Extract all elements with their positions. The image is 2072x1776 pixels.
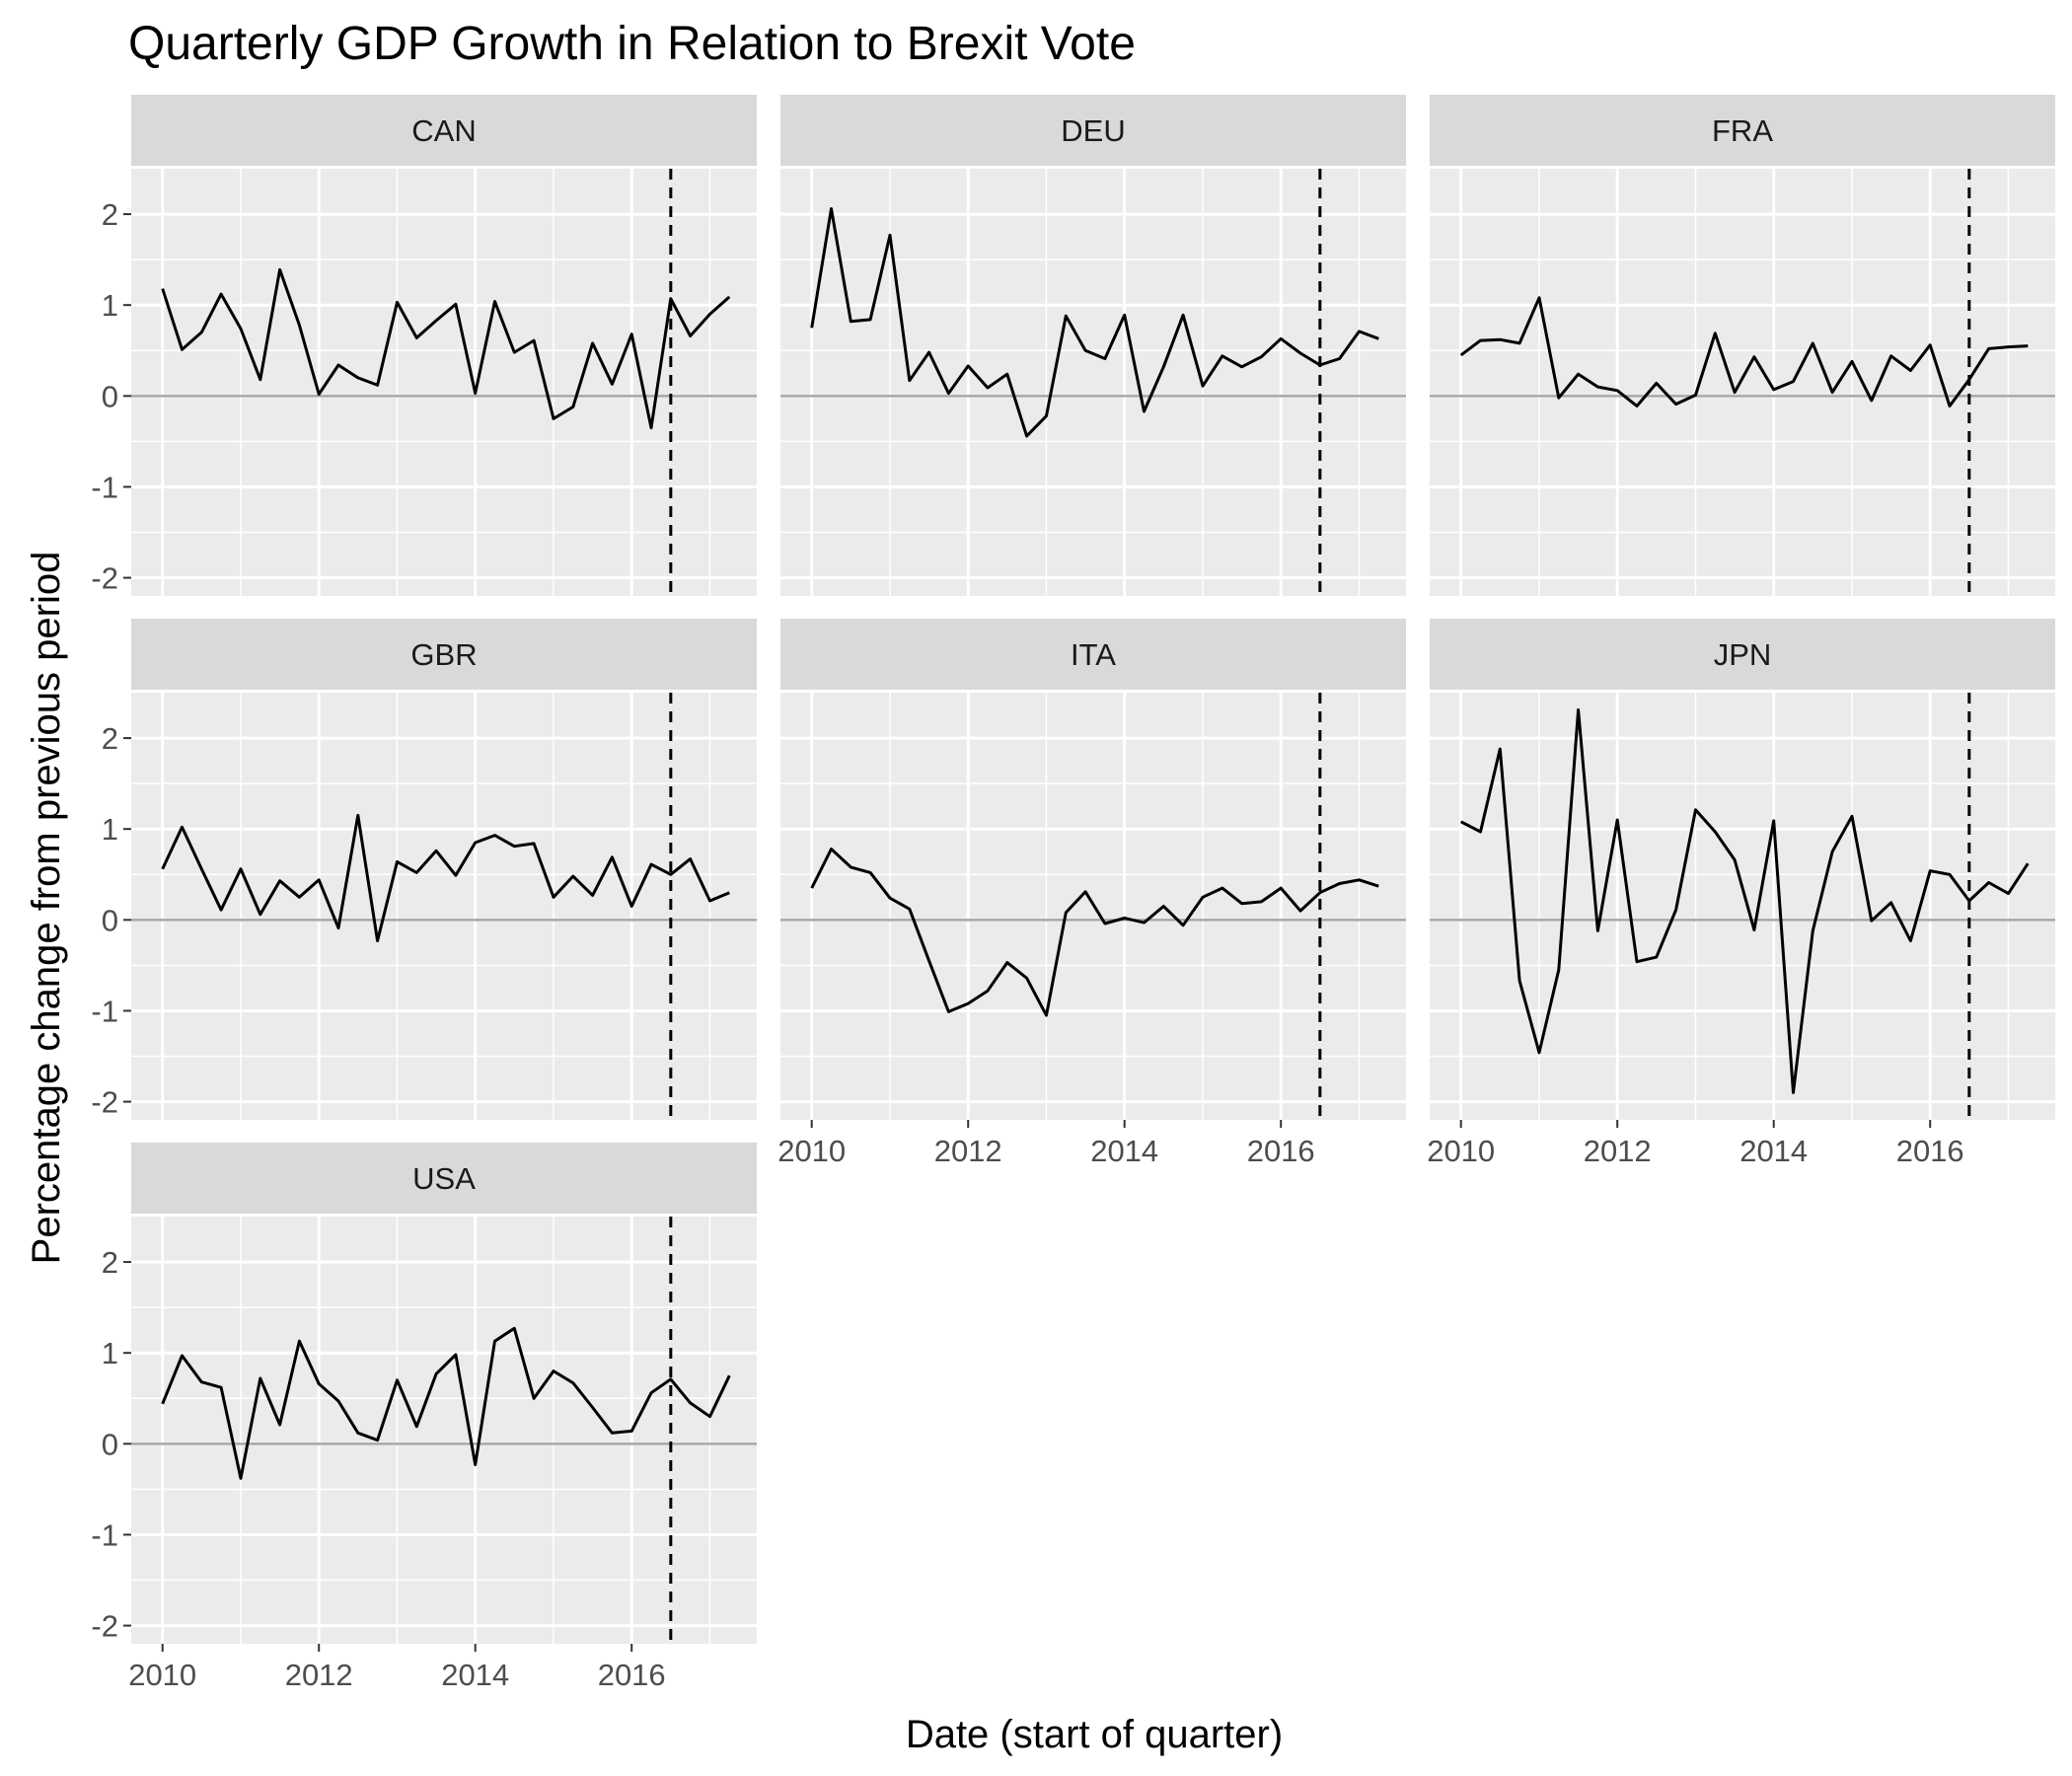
- panel-background: [1430, 169, 2055, 596]
- y-tick-label: -2: [91, 561, 118, 596]
- strip-background: [131, 1143, 757, 1214]
- strip-label-deu: DEU: [1061, 113, 1125, 148]
- strip-label-fra: FRA: [1712, 113, 1773, 148]
- x-axis-label: Date (start of quarter): [906, 1713, 1283, 1756]
- series-line-deu: [810, 207, 1379, 438]
- y-tick-label: -2: [91, 1609, 118, 1644]
- panel-ita: ITA 2010 2012 2014 2016: [777, 619, 1406, 1168]
- series-line-jpn: [1460, 708, 2030, 1094]
- chart-title: Quarterly GDP Growth in Relation to Brex…: [128, 18, 1136, 70]
- y-tick-label: 2: [102, 721, 118, 756]
- panel-jpn: JPN 2010 2012 2014 2016: [1427, 619, 2055, 1168]
- panel-gbr: GBR -2 -1 0 1 2: [91, 619, 757, 1120]
- strip-background: [1430, 95, 2055, 166]
- x-tick-label: 2012: [1584, 1134, 1652, 1168]
- panel-can: CAN -2 -1 0 1 2: [91, 95, 757, 596]
- strip-background: [1430, 619, 2055, 690]
- x-tick-label: 2016: [1247, 1134, 1315, 1168]
- panel-usa: USA -2 -1 0 1 2 2010 2012 2014 2016: [91, 1143, 757, 1692]
- x-tick-label: 2014: [441, 1658, 509, 1692]
- y-tick-label: 1: [102, 1336, 118, 1370]
- y-tick-label: 0: [102, 379, 118, 413]
- x-tick-label: 2012: [934, 1134, 1002, 1168]
- series-line-fra: [1459, 296, 2029, 407]
- x-tick-label: 2014: [1090, 1134, 1158, 1168]
- series-line-gbr: [161, 813, 730, 942]
- y-tick-label: -2: [91, 1085, 118, 1120]
- y-tick-label: 1: [102, 288, 118, 323]
- strip-label-usa: USA: [412, 1161, 476, 1196]
- y-tick-label: -1: [91, 470, 118, 504]
- y-tick-label: 0: [102, 1427, 118, 1461]
- y-tick-label: 0: [102, 903, 118, 937]
- strip-background: [780, 95, 1406, 166]
- panel-background: [1430, 693, 2055, 1120]
- x-tick-label: 2012: [285, 1658, 353, 1692]
- x-tick-label: 2010: [128, 1658, 196, 1692]
- x-tick-label: 2014: [1739, 1134, 1808, 1168]
- x-tick-label: 2016: [598, 1658, 666, 1692]
- strip-label-ita: ITA: [1071, 637, 1116, 672]
- panel-background: [780, 169, 1406, 596]
- y-axis-label: Percentage change from previous period: [25, 552, 68, 1265]
- y-tick-label: 1: [102, 812, 118, 847]
- strip-label-gbr: GBR: [410, 637, 477, 672]
- strip-label-jpn: JPN: [1714, 637, 1772, 672]
- panel-background: [131, 1217, 757, 1644]
- strip-label-can: CAN: [411, 113, 476, 148]
- series-line-usa: [161, 1326, 731, 1480]
- series-line-ita: [810, 848, 1379, 1017]
- y-tick-label: 2: [102, 197, 118, 232]
- x-tick-label: 2010: [1427, 1134, 1495, 1168]
- y-tick-label: -1: [91, 994, 118, 1028]
- strip-background: [780, 619, 1406, 690]
- y-tick-label: 2: [102, 1245, 118, 1280]
- panel-background: [131, 693, 757, 1120]
- y-tick-label: -1: [91, 1517, 118, 1552]
- x-tick-label: 2010: [777, 1134, 846, 1168]
- panel-deu: DEU: [780, 95, 1406, 596]
- strip-background: [131, 95, 757, 166]
- strip-background: [131, 619, 757, 690]
- x-tick-label: 2016: [1896, 1134, 1964, 1168]
- series-line-can: [161, 267, 731, 430]
- panel-fra: FRA: [1430, 95, 2055, 596]
- panel-background: [131, 169, 757, 596]
